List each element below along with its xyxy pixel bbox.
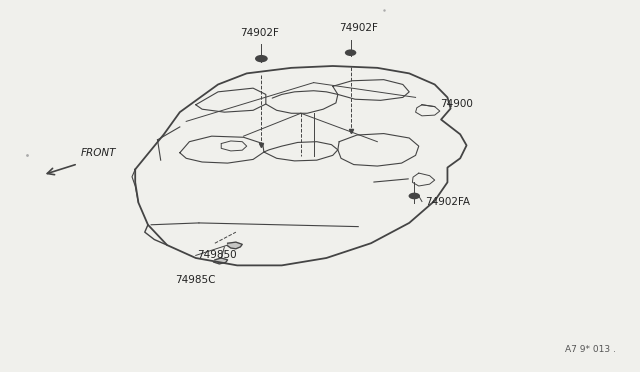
Text: 74902F: 74902F bbox=[339, 23, 378, 33]
Text: A7 9* 013 .: A7 9* 013 . bbox=[565, 345, 616, 354]
Polygon shape bbox=[214, 258, 228, 264]
Polygon shape bbox=[228, 242, 243, 249]
Text: FRONT: FRONT bbox=[81, 148, 116, 158]
Text: 74900: 74900 bbox=[440, 99, 473, 109]
Text: 749850: 749850 bbox=[197, 250, 237, 260]
Circle shape bbox=[408, 193, 420, 199]
Circle shape bbox=[345, 49, 356, 56]
Circle shape bbox=[255, 55, 268, 62]
Text: 74902FA: 74902FA bbox=[425, 196, 470, 206]
Text: 74985C: 74985C bbox=[175, 275, 215, 285]
Text: 74902F: 74902F bbox=[241, 28, 279, 38]
